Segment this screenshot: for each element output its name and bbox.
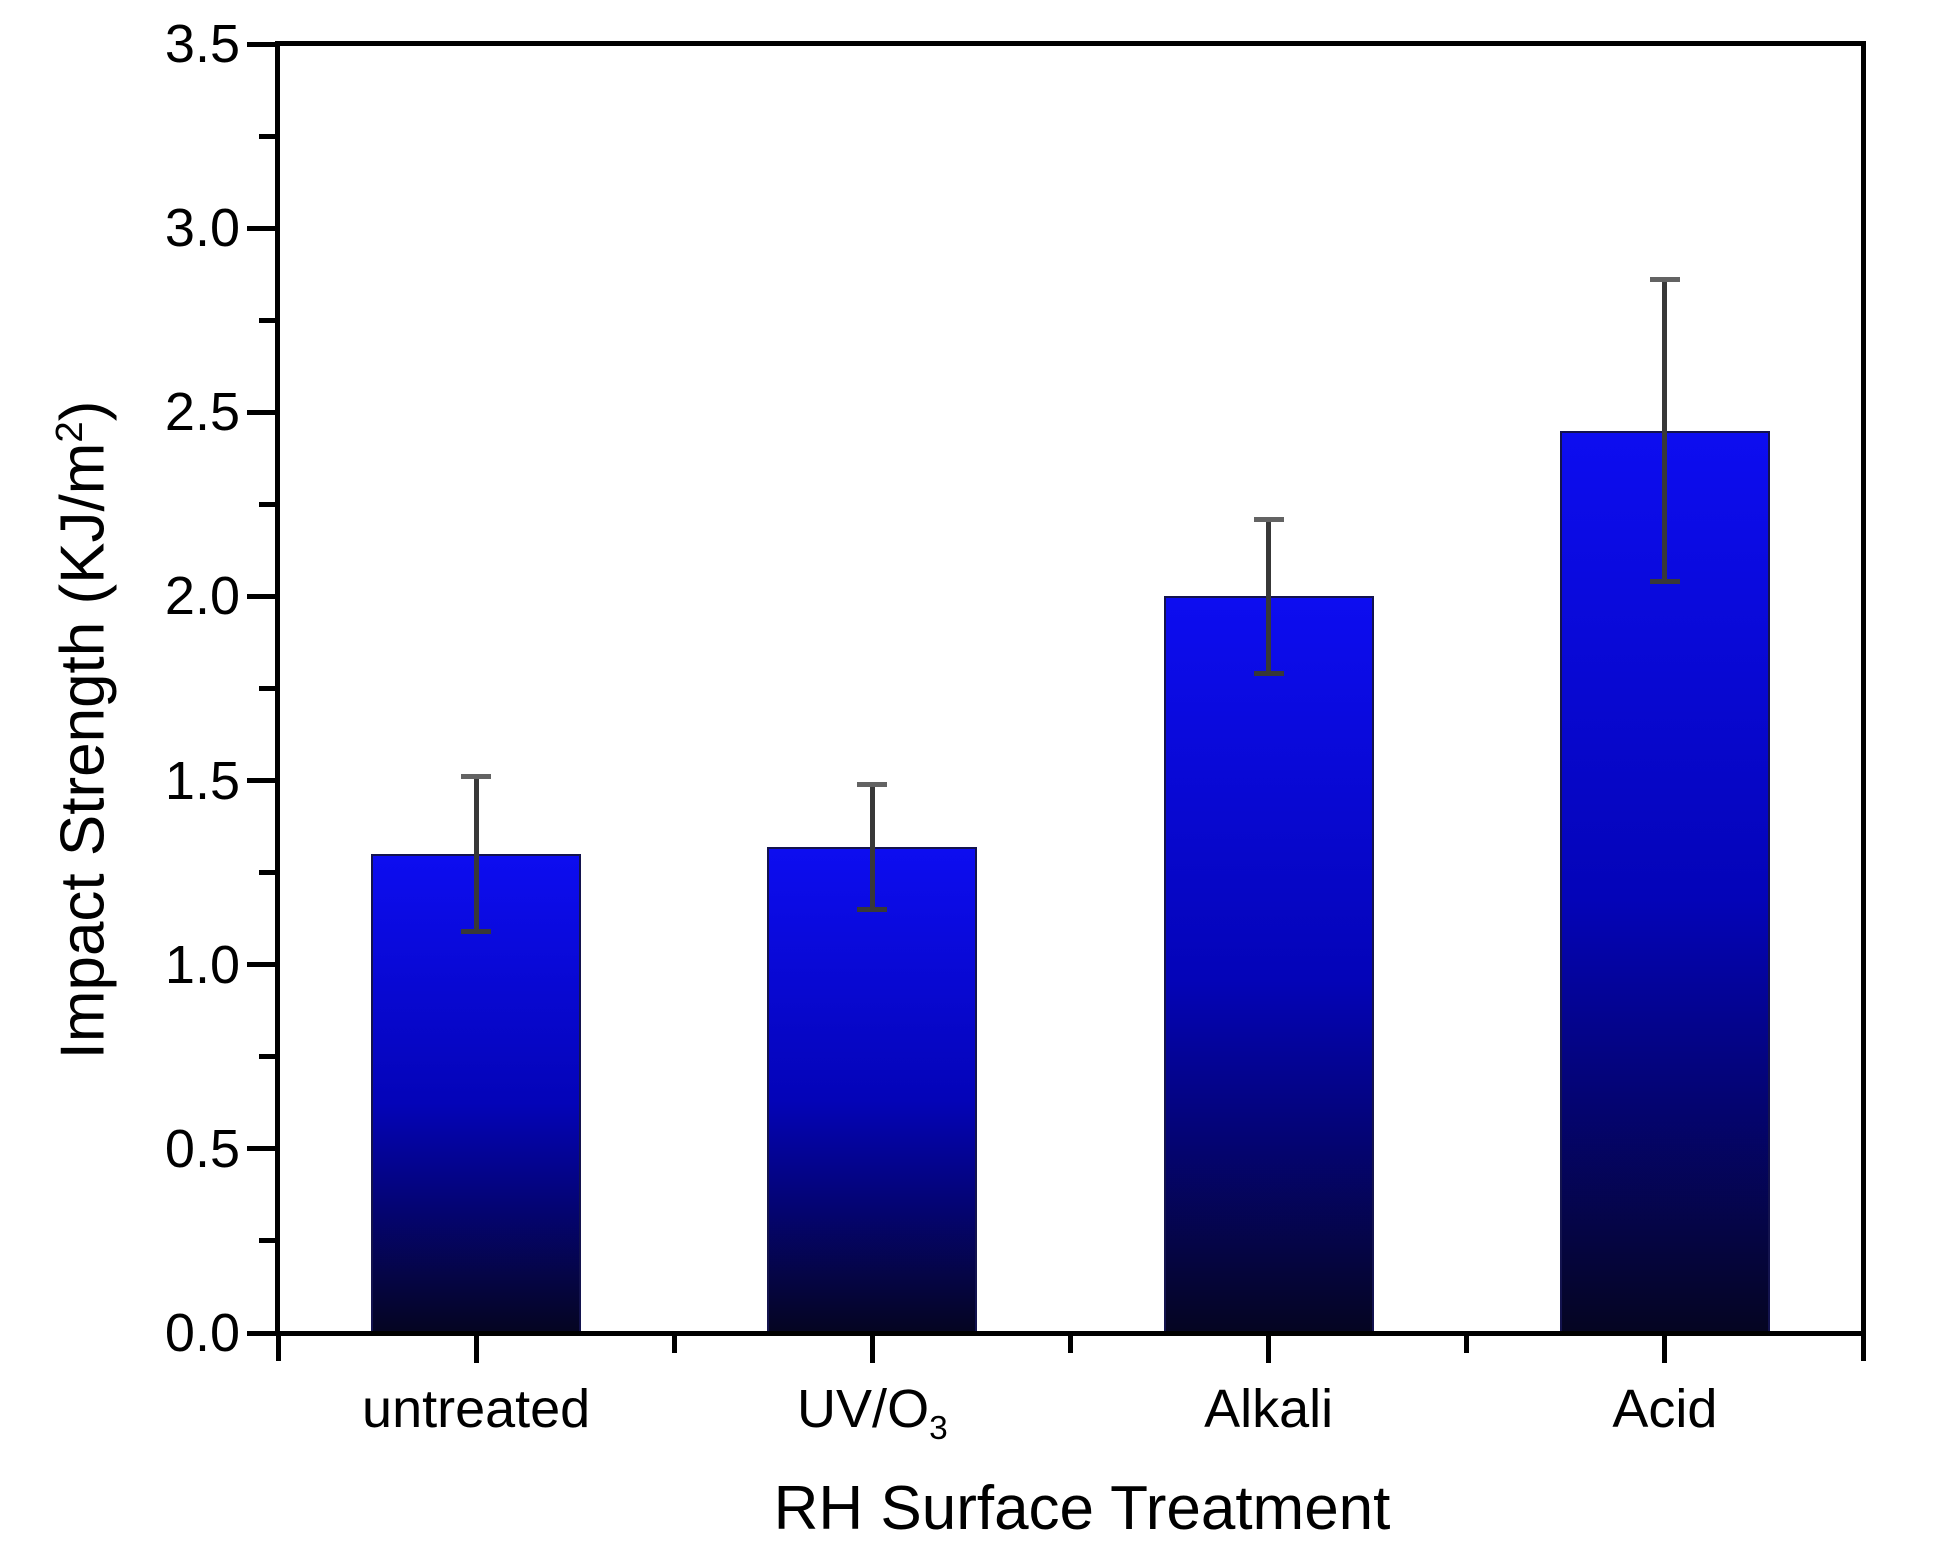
y-minor-tick [259,1238,275,1244]
y-major-tick [247,593,275,599]
y-major-tick [247,1330,275,1336]
y-tick-label: 1.5 [164,750,240,811]
y-axis-title-suffix: ) [48,400,118,422]
error-bar-line [1266,519,1272,674]
x-major-tick [1662,1335,1668,1363]
x-tick-label-acid: Acid [1455,1374,1875,1454]
y-major-tick [247,962,275,968]
y-tick-label: 3.5 [164,14,240,74]
y-minor-tick [259,1054,275,1060]
y-minor-tick [259,686,275,691]
y-major-tick [247,41,275,47]
y-tick-label: 0.0 [164,1303,240,1363]
x-minor-tick [275,1335,281,1361]
y-axis-title-text: Impact Strength (KJ/m [48,442,118,1060]
error-bar-cap-bottom [1253,671,1284,677]
x-tick-label-untreated: untreated [266,1374,686,1454]
error-bar-cap-bottom [461,929,492,935]
y-minor-tick [259,870,275,876]
y-tick-label: 3.0 [164,198,240,259]
x-tick-label-text: Alkali [1204,1379,1334,1439]
y-tick-label: 2.5 [164,382,240,443]
y-major-tick [247,409,275,415]
error-bar-line [869,784,875,910]
y-axis-title: Impact Strength (KJ/m2) [28,280,118,1180]
y-axis-title-superscript: 2 [48,421,91,443]
x-major-tick [869,1335,875,1363]
error-bar-line [1662,279,1668,582]
error-bar-cap-bottom [857,906,888,912]
y-minor-tick [259,317,275,323]
x-tick-label-text: UV/O [797,1379,930,1439]
y-major-tick [247,225,275,231]
x-tick-label-uv-o: UV/O3 [662,1374,1082,1454]
x-tick-label-text: untreated [362,1379,591,1439]
error-bar-cap-top [1253,516,1284,522]
error-bar-cap-bottom [1649,579,1680,585]
bar-uv-o [767,846,978,1333]
x-major-tick [473,1335,479,1363]
x-major-tick [1266,1335,1272,1363]
x-axis-title: RH Surface Treatment [773,1474,1391,1543]
error-bar-cap-top [461,774,492,780]
error-bar-cap-top [857,781,888,787]
x-tick-label-subscript: 3 [929,1409,948,1447]
x-tick-label-alkali: Alkali [1059,1374,1479,1454]
y-tick-label: 0.5 [164,1118,240,1179]
y-major-tick [247,1146,275,1152]
x-minor-tick [671,1335,677,1353]
y-minor-tick [259,133,275,139]
x-minor-tick [1860,1335,1866,1361]
y-tick-label: 2.0 [164,566,240,627]
x-tick-label-text: Acid [1612,1379,1718,1439]
y-tick-label: 1.0 [164,934,240,995]
y-minor-tick [259,501,275,507]
error-bar-line [473,776,479,932]
plot-area [275,41,1866,1336]
x-minor-tick [1068,1335,1073,1353]
x-minor-tick [1464,1335,1470,1353]
y-major-tick [247,778,275,784]
error-bar-cap-top [1649,277,1680,283]
bar-alkali [1163,596,1374,1333]
